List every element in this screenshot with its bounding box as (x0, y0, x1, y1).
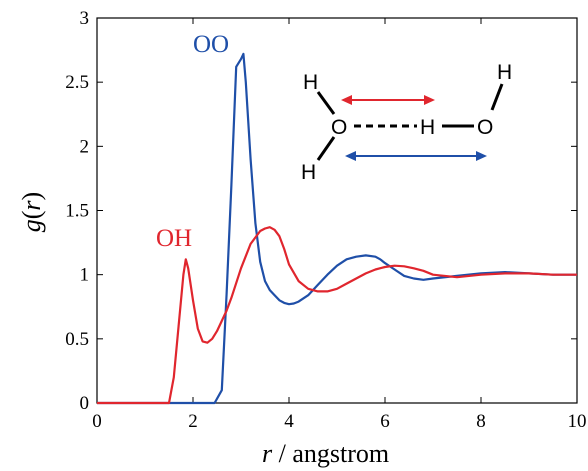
bond-h2-o1 (316, 136, 336, 161)
y-tick-label: 1.5 (65, 201, 89, 222)
series-label-oo: OO (193, 31, 229, 58)
atom-h4: H (497, 61, 512, 84)
y-tick-label: 2 (80, 136, 90, 157)
x-tick-label: 6 (380, 411, 390, 432)
y-tick-label: 2.5 (65, 72, 89, 93)
oo-distance-arrow (345, 151, 487, 161)
series-label-oh: OH (156, 225, 192, 252)
y-axis-label: g(r) (17, 192, 46, 232)
y-tick-label: 0.5 (65, 329, 89, 350)
bond-h1-o1 (316, 91, 336, 115)
atom-o2: O (477, 116, 493, 139)
atom-h2: H (301, 161, 316, 184)
y-tick-label: 3 (80, 8, 90, 29)
series-line-oo (97, 52, 577, 405)
axis-tick-labels: 0 2 4 6 8 10 0 0.5 1 1.5 2 2.5 3 (65, 8, 586, 432)
atom-h1: H (303, 71, 318, 94)
atom-h3: H (420, 116, 435, 139)
x-tick-label: 0 (92, 411, 102, 432)
series-lines (97, 52, 577, 405)
bond-o2-h4 (490, 83, 504, 111)
x-tick-label: 4 (284, 411, 294, 432)
x-axis-label: r / angstrom (262, 439, 389, 468)
x-tick-label: 8 (476, 411, 486, 432)
series-line-oh (97, 226, 577, 405)
x-tick-label: 2 (188, 411, 198, 432)
atom-o1: O (331, 116, 347, 139)
y-tick-label: 0 (80, 393, 90, 414)
x-tick-label: 10 (568, 411, 587, 432)
y-tick-label: 1 (80, 265, 90, 286)
water-dimer-diagram: H O H H O H (301, 61, 512, 184)
oh-distance-arrow (341, 95, 435, 105)
